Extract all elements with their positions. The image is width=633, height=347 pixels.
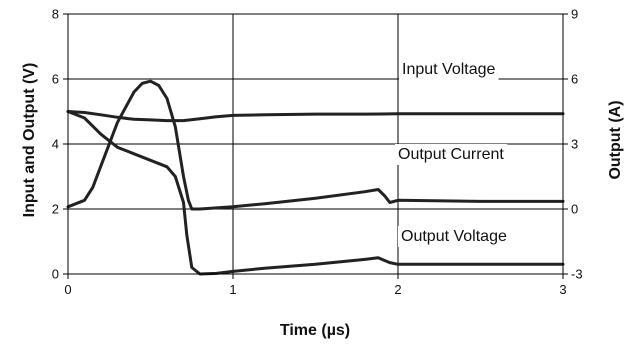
y-right-tick-label: 9 [571,7,578,22]
annotation-background [399,59,499,80]
y-left-tick-label: 6 [52,72,59,87]
annotation-label: Output Voltage [401,228,507,245]
y-left-tick-label: 8 [52,7,59,22]
series-line-output-voltage [66,110,565,276]
y-right-tick-label: -3 [571,267,583,282]
y-left-tick-label: 2 [52,202,59,217]
annotation-input-voltage: Input Voltage [399,59,499,80]
x-tick-label: 2 [394,282,401,297]
series-line-input-voltage [66,110,565,123]
annotation-output-voltage: Output Voltage [398,226,510,247]
tick-layer: 0 1 2 3 0 2 4 6 8 -3 0 3 6 9 [52,7,583,298]
annotation-label: Input Voltage [402,61,496,78]
x-axis-title: Time (µs) [280,322,350,339]
annotation-background [395,144,508,165]
y-axis-right-title: Output (A) [607,100,624,179]
series-line-output-current [66,79,565,211]
y-right-tick-label: 3 [571,137,578,152]
annotation-background [398,226,510,247]
y-axis-left-title: Input and Output (V) [21,63,38,218]
x-tick-label: 3 [559,282,566,297]
y-right-tick-label: 0 [571,202,578,217]
annotation-label: Output Current [398,146,504,163]
y-left-tick-label: 0 [52,267,59,282]
x-tick-label: 1 [229,282,236,297]
series-layer [66,79,565,276]
annotation-layer: Input Voltage Output Current Output Voltag… [395,59,510,247]
y-left-tick-label: 4 [52,137,59,152]
y-right-tick-label: 6 [571,72,578,87]
annotation-output-current: Output Current [395,144,508,165]
x-tick-label: 0 [64,282,71,297]
